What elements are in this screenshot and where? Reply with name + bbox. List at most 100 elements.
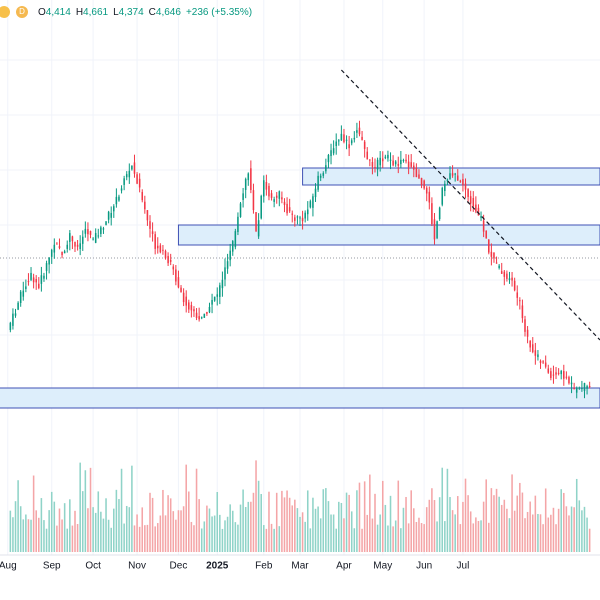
volume-bar (22, 519, 25, 552)
candle-body (431, 203, 433, 225)
candle-body (519, 300, 521, 302)
candle-body (247, 173, 250, 181)
volume-bar (226, 516, 229, 552)
candle-body (454, 173, 456, 175)
volume-bar (407, 523, 410, 552)
candle-body (456, 175, 459, 181)
candle-body (206, 312, 208, 314)
candle-body (9, 322, 12, 331)
candle-body (35, 279, 37, 283)
volume-bar (350, 511, 353, 552)
symbol-logo-icon[interactable] (0, 6, 10, 18)
volume-bar (319, 518, 322, 552)
candle-body (32, 277, 35, 283)
zones[interactable] (0, 167, 600, 409)
volume-bar (286, 490, 288, 552)
volume-bar (345, 492, 348, 552)
candle-body (586, 386, 588, 389)
volume-bar (270, 523, 273, 552)
candle-body (547, 368, 550, 373)
candle-body (459, 180, 462, 182)
candle-body (164, 250, 167, 259)
candle-body (319, 175, 322, 178)
candle-body (281, 197, 283, 200)
volume-bar (557, 508, 560, 552)
candle-body (475, 204, 477, 212)
volume-bar (405, 496, 407, 552)
volume-bar (508, 518, 511, 552)
volume-bar (237, 524, 239, 552)
candle-body (151, 231, 154, 234)
volume-bar (327, 501, 330, 552)
volume-bar (353, 528, 356, 552)
trendline[interactable] (340, 69, 600, 341)
volume-bar (89, 467, 92, 552)
volume-bar (526, 511, 529, 552)
volume-bar (413, 508, 415, 552)
candle-body (144, 201, 146, 210)
candle-body (118, 196, 120, 201)
candle-body (231, 241, 234, 252)
volume-bar (125, 505, 128, 552)
volume-bar (151, 497, 154, 552)
candle-body (400, 159, 402, 165)
volume-bar (498, 496, 500, 552)
candle-body (74, 241, 76, 247)
candle-body (433, 219, 436, 240)
volume-bar (464, 478, 467, 552)
volume-bar (475, 517, 477, 552)
candle-body (208, 306, 211, 313)
candle-body (392, 160, 394, 166)
candle-body (485, 230, 487, 239)
candle-body (213, 296, 216, 301)
volume-bar (299, 516, 301, 552)
candle-body (71, 236, 74, 242)
x-tick-label: Dec (170, 560, 188, 571)
volume-bar (500, 504, 503, 552)
candle-body (498, 265, 500, 268)
volume-bar (69, 499, 71, 552)
volume-bar (213, 515, 216, 552)
volume-bar (14, 501, 17, 552)
volume-bar (309, 528, 312, 552)
candle-body (358, 127, 361, 135)
volume-bar (162, 489, 164, 552)
candle-body (524, 319, 526, 332)
candle-body (268, 185, 270, 197)
candle-body (263, 180, 265, 197)
volume-bar (61, 519, 63, 552)
volume-bar (224, 520, 226, 552)
volume-bar (521, 492, 524, 552)
candle-body (242, 193, 244, 200)
volume-bar (149, 492, 151, 552)
volume-bar (343, 518, 345, 552)
volume-bar (159, 515, 162, 552)
volume-bar (100, 511, 102, 552)
volume-bar (113, 508, 115, 552)
volume-bar (446, 468, 449, 552)
volume-bar (198, 499, 200, 552)
candle-body (374, 167, 376, 169)
candle-body (570, 382, 573, 385)
candle-body (418, 174, 420, 179)
candle-body (542, 361, 544, 363)
volume-bar (118, 499, 120, 552)
candle-body (330, 150, 332, 157)
interval-badge[interactable]: D (16, 6, 28, 18)
candle-body (309, 201, 312, 208)
volume-bar (506, 508, 508, 552)
candle-body (100, 227, 102, 234)
candle-body (190, 305, 193, 311)
volume-bar (185, 464, 187, 552)
x-tick-label: Sep (43, 560, 61, 571)
candle-body (578, 387, 581, 389)
low-key: L (113, 6, 119, 18)
candle-body (167, 256, 169, 264)
candle-body (402, 159, 405, 161)
candle-body (141, 192, 144, 201)
candle-body (407, 161, 410, 168)
x-tick-label: Jun (416, 560, 432, 571)
candle-body (89, 231, 92, 235)
legend-bar: D O 4,414 H 4,661 L 4,374 C 4,646 +236 (+5.3… (0, 2, 252, 22)
